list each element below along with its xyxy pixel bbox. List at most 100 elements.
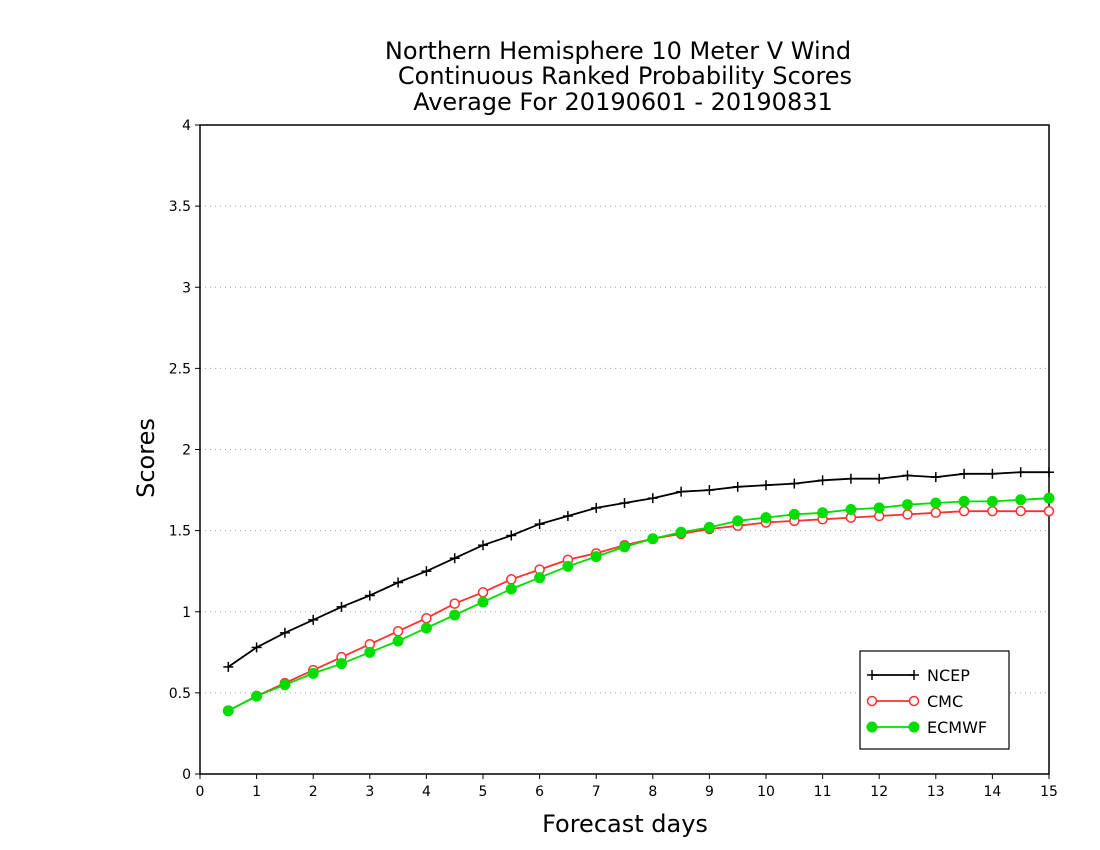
legend-marker (909, 670, 919, 680)
data-point-ecmwf (760, 512, 772, 524)
chart-title-line-1: Northern Hemisphere 10 Meter V Wind (385, 37, 851, 65)
x-tick-label: 15 (1040, 784, 1058, 800)
data-point-ecmwf (986, 495, 998, 507)
legend-marker (908, 695, 920, 707)
legend-marker (866, 695, 878, 707)
series-layer (222, 467, 1055, 717)
data-point-ncep (449, 553, 460, 564)
data-point-ecmwf (647, 533, 659, 545)
y-tick-label: 2 (182, 443, 191, 459)
y-tick-label: 4 (182, 118, 191, 134)
data-point-ncep (478, 540, 488, 551)
data-point-ecmwf (477, 596, 489, 608)
y-tick-label: 1.5 (169, 524, 191, 540)
data-point-ncep (789, 478, 800, 489)
x-tick-label: 1 (252, 784, 261, 800)
y-tick-label: 0.5 (169, 686, 191, 702)
series-ecmwf (222, 492, 1055, 717)
x-tick-label: 6 (535, 784, 544, 800)
data-point-cmc (930, 507, 942, 519)
data-point-ecmwf (930, 497, 942, 509)
data-point-ncep (959, 468, 970, 479)
y-tick-label: 0 (182, 767, 191, 783)
data-point-ecmwf (449, 609, 461, 621)
data-point-ncep (336, 601, 347, 612)
data-point-ecmwf (788, 508, 800, 520)
data-point-ecmwf (817, 507, 829, 519)
data-point-ecmwf (364, 646, 376, 658)
chart-title-line-2: Continuous Ranked Probability Scores (398, 62, 852, 90)
y-tick-label: 3.5 (169, 199, 191, 215)
y-tick-label: 2.5 (169, 361, 191, 377)
data-point-ecmwf (1015, 494, 1027, 506)
data-point-ecmwf (392, 635, 404, 647)
legend-marker (867, 670, 877, 680)
data-point-cmc (449, 598, 460, 609)
series-line-ncep (227, 471, 1049, 668)
data-point-ncep (845, 473, 856, 484)
data-point-ncep (817, 475, 828, 486)
data-point-ecmwf (251, 690, 263, 702)
data-point-ncep (1044, 467, 1054, 478)
data-point-ecmwf (505, 583, 517, 595)
data-point-ncep (619, 498, 630, 509)
data-point-ecmwf (703, 521, 715, 533)
data-point-ncep (647, 493, 658, 504)
data-point-ncep (308, 614, 319, 625)
y-tick-label: 3 (182, 280, 191, 296)
legend-marker (908, 721, 920, 733)
legend-marker (866, 721, 878, 733)
data-point-cmc (506, 574, 517, 585)
data-point-ncep (732, 481, 743, 492)
legend-label-cmc: CMC (927, 692, 963, 711)
data-point-ecmwf (534, 572, 546, 584)
x-tick-label: 12 (870, 784, 888, 800)
x-tick-label: 13 (927, 784, 945, 800)
data-point-ecmwf (845, 504, 857, 516)
data-point-ecmwf (222, 705, 234, 717)
data-point-ncep (279, 627, 290, 638)
x-tick-label: 14 (983, 784, 1001, 800)
data-point-ecmwf (732, 515, 744, 527)
data-point-ncep (393, 577, 404, 588)
data-point-ncep (506, 530, 517, 541)
x-tick-label: 10 (757, 784, 775, 800)
data-point-ncep (251, 642, 262, 653)
data-point-ecmwf (420, 622, 432, 634)
data-point-ncep (364, 590, 375, 601)
legend-label-ecmwf: ECMWF (927, 718, 987, 737)
data-point-ncep (987, 468, 998, 479)
data-point-ecmwf (279, 679, 291, 691)
data-point-ncep (1015, 467, 1026, 478)
data-point-ncep (930, 472, 941, 483)
data-point-ncep (534, 519, 545, 530)
data-point-ecmwf (307, 667, 319, 679)
legend-item-ncep: NCEP (867, 666, 970, 685)
x-axis-label: Forecast days (542, 810, 708, 838)
y-axis: 0 0.5 1 1.5 2 2.5 3 3.5 4 (169, 118, 200, 783)
x-tick-label: 7 (592, 784, 601, 800)
data-point-cmc (902, 509, 913, 520)
x-tick-label: 11 (814, 784, 832, 800)
data-point-ecmwf (562, 560, 574, 572)
data-point-ecmwf (336, 658, 347, 670)
data-point-ecmwf (902, 499, 913, 511)
x-tick-label: 8 (648, 784, 657, 800)
legend-item-ecmwf: ECMWF (866, 718, 987, 737)
chart-title: Northern Hemisphere 10 Meter V Wind Cont… (385, 37, 852, 116)
x-tick-label: 4 (422, 784, 431, 800)
data-point-ecmwf (958, 495, 970, 507)
chart-title-line-3: Average For 20190601 - 20190831 (413, 88, 833, 116)
data-point-cmc (1043, 505, 1055, 517)
y-axis-label: Scores (132, 418, 160, 498)
x-tick-label: 5 (479, 784, 488, 800)
data-point-ecmwf (1043, 492, 1055, 504)
x-tick-label: 3 (365, 784, 374, 800)
legend-item-cmc: CMC (866, 692, 963, 711)
data-point-ncep (421, 566, 432, 577)
data-point-ncep (223, 661, 234, 672)
data-point-cmc (958, 505, 970, 517)
data-point-cmc (1015, 505, 1026, 517)
data-point-ncep (902, 470, 913, 481)
